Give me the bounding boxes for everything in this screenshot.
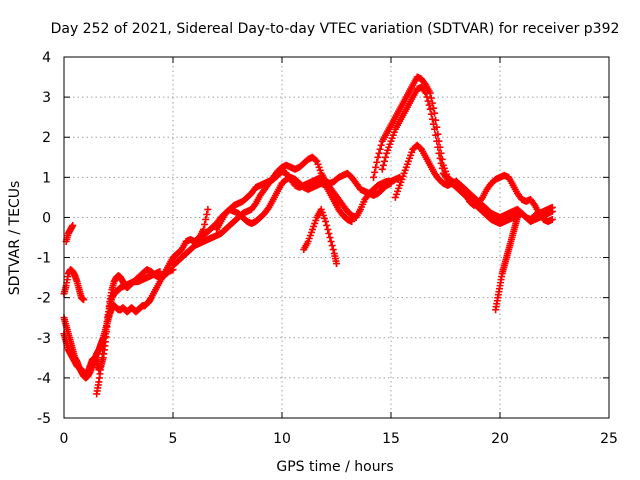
data-point — [326, 234, 334, 241]
y-tick-label: -1 — [37, 251, 51, 267]
data-point — [204, 205, 212, 213]
data-point — [425, 101, 433, 109]
data-point — [382, 153, 390, 161]
series-arc-e — [93, 268, 164, 398]
grid-lines — [64, 57, 609, 418]
data-point — [325, 229, 333, 237]
data-point — [436, 154, 444, 162]
data-point — [264, 205, 272, 213]
data-point — [371, 168, 379, 176]
data-point — [201, 220, 209, 228]
data-point — [378, 165, 386, 173]
data-point — [379, 161, 387, 169]
series-arc-h — [213, 173, 356, 233]
data-point — [80, 296, 88, 304]
data-point — [373, 158, 381, 166]
data-point — [328, 242, 336, 250]
y-tick-label: 0 — [42, 210, 51, 226]
data-point — [348, 217, 356, 225]
data-point — [421, 80, 429, 88]
plot-frame — [63, 56, 610, 419]
data-point — [312, 156, 320, 164]
data-point — [202, 215, 210, 223]
data-point — [327, 238, 335, 246]
y-tick-labels: -5 -4 -3 -2 -1 0 1 2 3 4 — [37, 50, 51, 427]
data-point — [513, 213, 521, 221]
data-point — [422, 89, 430, 97]
data-point — [203, 210, 211, 218]
y-tick-label: 4 — [42, 50, 51, 66]
data-point — [438, 164, 446, 172]
y-tick-label: 2 — [42, 130, 51, 146]
data-point — [426, 105, 434, 113]
data-point — [380, 157, 388, 165]
data-point — [427, 110, 435, 118]
series-arc-a — [62, 221, 77, 246]
data-point — [432, 131, 440, 139]
data-point — [548, 207, 556, 215]
data-point — [69, 221, 77, 229]
data-point — [433, 137, 441, 145]
data-point — [370, 173, 378, 181]
data-point — [431, 125, 439, 133]
data-point — [434, 143, 442, 151]
x-axis-label: GPS time / hours — [276, 459, 393, 475]
data-point — [374, 153, 382, 161]
data-point — [428, 115, 436, 123]
x-tick-label: 5 — [169, 431, 178, 447]
x-tick-label: 0 — [60, 431, 69, 447]
y-tick-label: 3 — [42, 90, 51, 106]
x-tick-label: 10 — [273, 431, 291, 447]
y-tick-label: -5 — [37, 411, 51, 427]
data-point — [430, 120, 438, 128]
chart-title: Day 252 of 2021, Sidereal Day-to-day VTE… — [51, 21, 620, 37]
data-point — [377, 141, 385, 149]
data-point — [423, 93, 431, 101]
y-tick-label: -4 — [37, 371, 51, 387]
data-point — [251, 201, 259, 209]
x-tick-label: 20 — [491, 431, 509, 447]
data-point — [437, 159, 445, 167]
y-tick-label: 1 — [42, 170, 51, 186]
data-point — [322, 217, 330, 225]
data-point — [333, 260, 340, 268]
data-point — [530, 200, 538, 208]
series-arc-l — [391, 141, 556, 225]
data-point — [430, 104, 438, 112]
x-tick-labels: 0 5 10 15 20 25 — [60, 431, 618, 447]
y-axis-label: SDTVAR / TECUs — [7, 181, 23, 296]
data-point — [435, 149, 443, 157]
data-point — [431, 109, 439, 117]
y-tick-label: -3 — [37, 331, 51, 347]
data-point — [548, 215, 556, 223]
data-point — [421, 88, 429, 96]
data-point — [424, 97, 432, 105]
data-point — [323, 221, 331, 229]
series-arc-b — [60, 266, 88, 304]
x-tick-label: 25 — [600, 431, 618, 447]
data-point — [376, 145, 384, 153]
data-point — [375, 149, 383, 157]
data-point — [432, 116, 440, 124]
data-point — [324, 225, 332, 233]
series-arc-m — [492, 213, 521, 314]
data-point — [156, 268, 164, 276]
data-point — [329, 246, 337, 254]
x-tick-label: 15 — [382, 431, 400, 447]
data-point — [477, 195, 485, 203]
series-arc-i — [300, 205, 340, 268]
data-point — [372, 163, 380, 171]
y-tick-label: -2 — [37, 291, 51, 307]
